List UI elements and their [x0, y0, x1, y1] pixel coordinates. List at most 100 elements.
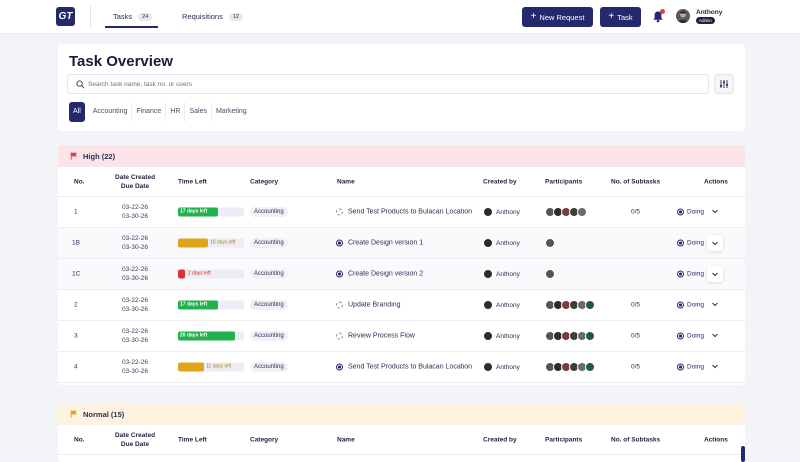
expand-button[interactable] — [707, 266, 723, 282]
row-number: 4 — [74, 363, 78, 371]
participants-avatars[interactable] — [545, 362, 595, 372]
active-tab-indicator — [105, 26, 158, 28]
date-created: 03-22-26 — [121, 266, 149, 273]
status-icon — [336, 239, 343, 247]
col-subtasks: No. of Subtasks — [611, 178, 661, 185]
sliders-icon — [720, 80, 728, 88]
col-subtasks: No. of Subtasks — [611, 436, 661, 443]
status-label: Doing — [687, 270, 704, 278]
participants-avatars[interactable] — [545, 300, 595, 310]
tab-tasks-count: 24 — [138, 12, 153, 21]
task-name[interactable]: Send Test Products to Bulacan Location — [336, 208, 472, 216]
scrollbar-thumb[interactable] — [741, 446, 745, 462]
table-row[interactable]: 1B 03-22-26 03-30-26 10 days left Accounting… — [58, 228, 745, 259]
status-label: Doing — [687, 239, 704, 247]
doing-status-icon — [677, 332, 684, 340]
section-header-high[interactable]: High (22) — [58, 145, 745, 167]
time-left-bar: 17 days left — [178, 300, 244, 310]
new-request-button[interactable]: + New Request — [522, 7, 593, 27]
time-left-label: 17 days left — [180, 208, 208, 215]
search-box — [67, 74, 709, 94]
filter-tab-finance[interactable]: Finance — [132, 102, 167, 122]
status-dropdown[interactable]: Doing — [677, 270, 704, 278]
col-actions: Actions — [704, 436, 728, 443]
task-name-text: Create Design version 2 — [348, 270, 424, 278]
status-dropdown[interactable]: Doing — [677, 239, 704, 247]
tab-requisitions-label: Requisitions — [182, 12, 223, 21]
category-badge: Accounting — [250, 207, 288, 217]
participant-avatar — [585, 300, 595, 310]
status-label: Doing — [687, 332, 704, 340]
task-name[interactable]: Create Design version 2 — [336, 270, 424, 278]
time-left-fill — [178, 362, 205, 372]
created-by: Anthony — [483, 362, 520, 372]
row-dates: 03-22-26 03-30-26 — [114, 358, 156, 376]
table-row[interactable]: 1 03-22-26 03-30-26 17 days left Accounting S… — [58, 197, 745, 228]
top-bar: GT Tasks 24 Requisitions 12 + New Reques… — [0, 0, 800, 34]
filter-tab-hr[interactable]: HR — [166, 102, 186, 122]
created-by: Anthony — [483, 300, 520, 310]
row-number: 1B — [72, 239, 80, 247]
filter-tab-all[interactable]: All — [69, 102, 85, 122]
search-input[interactable] — [88, 75, 688, 93]
task-name[interactable]: Create Design version 1 — [336, 239, 423, 247]
user-name: Anthony — [696, 9, 723, 16]
col-participants: Participants — [545, 436, 583, 443]
tab-tasks-label: Tasks — [113, 12, 133, 21]
expand-button[interactable] — [707, 235, 723, 251]
section-header-normal[interactable]: Normal (15) — [58, 403, 745, 425]
task-overview-card: Task Overview AllAccountingFinanceHRSale… — [58, 44, 745, 131]
table-row[interactable]: 2 03-22-26 03-30-26 17 days left Accounting U… — [58, 290, 745, 321]
creator-name: Anthony — [496, 332, 520, 340]
expand-button[interactable] — [710, 361, 720, 373]
task-name[interactable]: Send Test Products to Bulacan Location — [336, 363, 472, 371]
app-logo[interactable]: GT — [56, 7, 75, 26]
creator-name: Anthony — [496, 208, 520, 216]
status-dropdown[interactable]: Doing — [677, 332, 704, 340]
expand-button[interactable] — [710, 206, 720, 218]
status-label: Doing — [687, 208, 704, 216]
col-dates: Date Created Due Date — [114, 431, 156, 449]
filter-settings-button[interactable] — [714, 74, 734, 94]
creator-avatar — [483, 300, 493, 310]
flag-icon — [70, 410, 77, 418]
status-icon — [336, 363, 343, 371]
table-header: No. Date Created Due Date Time Left Cate… — [58, 167, 745, 197]
user-avatar[interactable] — [676, 9, 690, 23]
time-left-bar: 11 days left — [178, 362, 244, 372]
date-created: 03-22-26 — [121, 204, 149, 211]
status-dropdown[interactable]: Doing — [677, 208, 704, 216]
col-due-date: Due Date — [120, 182, 150, 190]
chevron-down-icon — [712, 364, 718, 369]
col-due-date: Due Date — [120, 440, 150, 448]
filter-tab-accounting[interactable]: Accounting — [89, 102, 133, 122]
add-task-button[interactable]: + Task — [600, 7, 641, 27]
row-dates: 03-22-26 03-30-26 — [114, 327, 156, 345]
status-dropdown[interactable]: Doing — [677, 363, 704, 371]
category-badge: Accounting — [250, 362, 288, 372]
table-row[interactable]: 3 03-22-26 03-30-26 20 days left Accounting R… — [58, 321, 745, 352]
participants-avatars[interactable] — [545, 331, 595, 341]
participants-avatars[interactable] — [545, 269, 555, 279]
expand-button[interactable] — [710, 299, 720, 311]
table-row[interactable]: 4 03-22-26 03-30-26 11 days left Accounting S… — [58, 352, 745, 383]
participant-avatar — [577, 207, 587, 217]
time-left-fill — [178, 269, 185, 279]
filter-tab-sales[interactable]: Sales — [185, 102, 212, 122]
status-dropdown[interactable]: Doing — [677, 301, 704, 309]
filter-tab-marketing[interactable]: Marketing — [215, 108, 247, 115]
due-date: 03-30-26 — [121, 244, 149, 251]
participants-avatars[interactable] — [545, 207, 587, 217]
tab-requisitions[interactable]: Requisitions 12 — [182, 12, 243, 21]
table-row[interactable]: 1C 03-22-26 03-30-26 2 days left Accounting C… — [58, 259, 745, 290]
due-date: 03-30-26 — [121, 337, 149, 344]
priority-section-normal: Normal (15) No. Date Created Due Date Ti… — [58, 403, 745, 462]
task-name[interactable]: Review Process Flow — [336, 332, 415, 340]
task-name[interactable]: Update Branding — [336, 301, 401, 309]
expand-button[interactable] — [710, 330, 720, 342]
row-dates: 03-22-26 03-30-26 — [114, 265, 156, 283]
chevron-down-icon — [712, 272, 718, 277]
tab-tasks[interactable]: Tasks 24 — [113, 12, 153, 21]
participants-avatars[interactable] — [545, 238, 555, 248]
chevron-down-icon — [712, 333, 718, 338]
